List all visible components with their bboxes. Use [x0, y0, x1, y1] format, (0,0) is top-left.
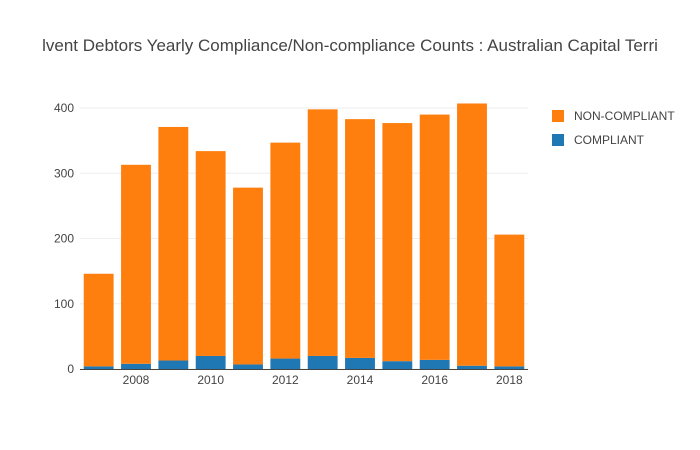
y-tick-label: 200 [54, 232, 74, 246]
legend-item-non-compliant[interactable]: NON-COMPLIANT [552, 106, 675, 126]
legend-label-compliant: COMPLIANT [574, 133, 645, 147]
bar-non-compliant [158, 126, 189, 361]
bar-non-compliant [121, 164, 151, 364]
bar-non-compliant [457, 103, 487, 366]
y-tick-label: 300 [54, 166, 74, 180]
chart-title: lvent Debtors Yearly Compliance/Non-comp… [42, 36, 658, 55]
bar-non-compliant [419, 114, 450, 360]
bar-non-compliant [494, 234, 525, 367]
bar-non-compliant [233, 187, 263, 365]
x-tick-label: 2014 [347, 373, 374, 387]
bar-non-compliant [307, 109, 338, 356]
legend-swatch-non-compliant [552, 110, 564, 122]
y-tick-label: 0 [67, 362, 74, 376]
x-tick-label: 2018 [496, 373, 523, 387]
bar-compliant [494, 366, 525, 369]
bar-compliant [382, 361, 413, 369]
grid-lines [80, 107, 528, 305]
bar-compliant [419, 359, 450, 369]
x-tick-label: 2016 [421, 373, 448, 387]
bars [83, 103, 525, 369]
x-tick-label: 2012 [272, 373, 299, 387]
x-tick-label: 2008 [123, 373, 150, 387]
bar-non-compliant [270, 142, 301, 359]
legend-swatch-compliant [552, 134, 564, 146]
legend-item-compliant[interactable]: COMPLIANT [552, 130, 675, 150]
bar-compliant [83, 366, 114, 369]
bar-compliant [457, 365, 487, 369]
bar-compliant [121, 363, 151, 369]
bar-compliant [307, 355, 338, 369]
bar-non-compliant [382, 123, 413, 362]
axes: 0 100 200 300 400 2008 2010 2012 2014 2016 2018 [54, 101, 528, 387]
bar-non-compliant [83, 273, 114, 367]
bar-non-compliant [345, 119, 375, 358]
bar-compliant [345, 357, 375, 369]
bar-compliant [233, 364, 263, 369]
bar-compliant [158, 360, 189, 369]
legend[interactable]: NON-COMPLIANT COMPLIANT [552, 106, 675, 154]
legend-label-non-compliant: NON-COMPLIANT [574, 109, 675, 123]
bar-compliant [270, 358, 301, 369]
y-tick-label: 400 [54, 101, 74, 115]
y-tick-label: 100 [54, 297, 74, 311]
bar-non-compliant [195, 151, 226, 356]
bar-compliant [195, 355, 226, 369]
x-tick-label: 2010 [197, 373, 224, 387]
